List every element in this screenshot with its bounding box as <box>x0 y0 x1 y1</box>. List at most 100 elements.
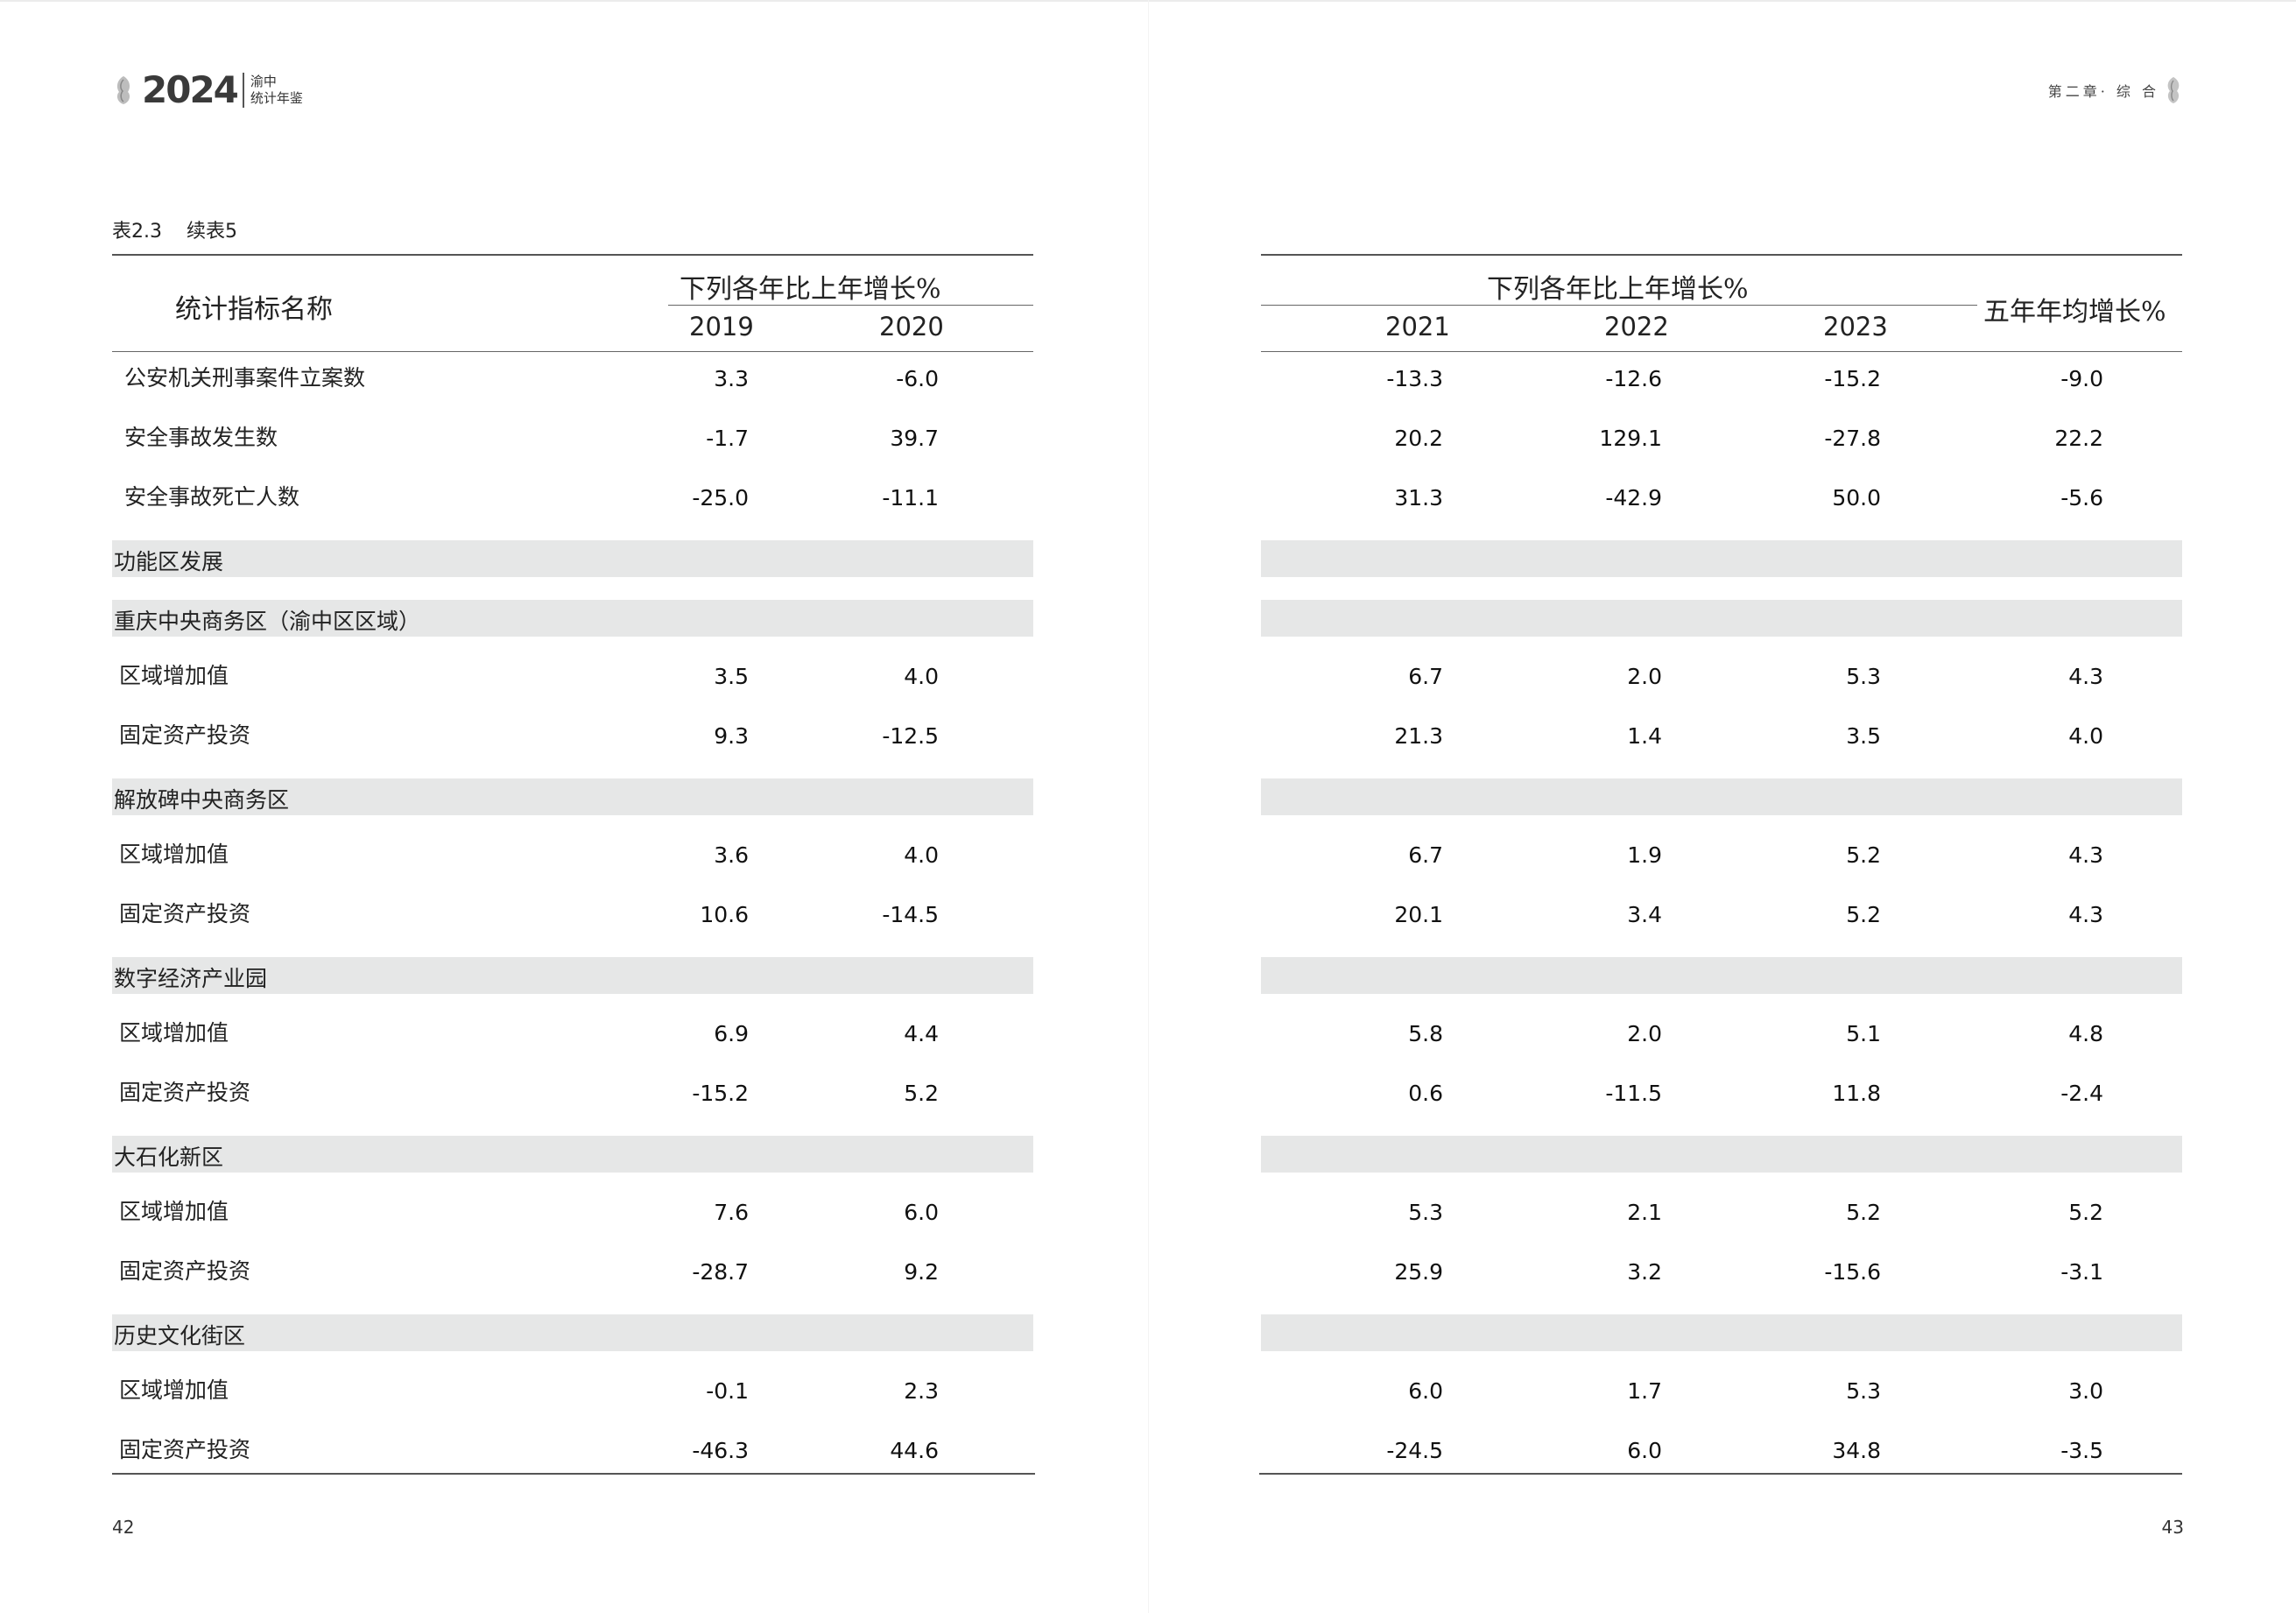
group-band-right <box>1261 778 2182 815</box>
group-heading: 历史文化街区 <box>114 1323 246 1349</box>
value-v2022: 3.2 <box>1627 1259 1662 1285</box>
value-v2019: 3.5 <box>714 664 749 689</box>
table-caption: 表2.3 续表5 <box>112 215 237 243</box>
yearbook-emblem-icon <box>116 76 130 104</box>
left-header-bottom-rule <box>112 351 1033 352</box>
right-growth-group-header: 下列各年比上年增长% <box>1487 274 1749 305</box>
value-v2022: -11.5 <box>1605 1081 1662 1106</box>
value-v2023: -15.6 <box>1824 1259 1881 1285</box>
row-label: 固定资产投资 <box>119 1437 251 1462</box>
value-avg: 4.3 <box>2068 842 2103 868</box>
value-v2021: 6.7 <box>1408 664 1443 689</box>
value-v2023: 34.8 <box>1832 1438 1881 1463</box>
value-v2023: 3.5 <box>1846 723 1881 749</box>
value-v2021: 31.3 <box>1394 485 1443 511</box>
group-heading: 数字经济产业园 <box>114 966 268 991</box>
value-v2021: -24.5 <box>1386 1438 1443 1463</box>
table-continued-label: 续表5 <box>187 221 237 243</box>
year-header-2021: 2021 <box>1385 312 1450 342</box>
value-v2023: -15.2 <box>1824 366 1881 391</box>
row-label: 固定资产投资 <box>119 901 251 926</box>
row-label: 区域增加值 <box>119 1020 229 1046</box>
group-band-right <box>1261 600 2182 637</box>
row-label: 区域增加值 <box>119 663 229 688</box>
value-v2019: -15.2 <box>692 1081 749 1106</box>
value-v2023: 5.1 <box>1846 1021 1881 1046</box>
yearbook-name-line2: 统计年鉴 <box>250 90 303 106</box>
value-v2022: 2.1 <box>1627 1200 1662 1225</box>
row-label: 公安机关刑事案件立案数 <box>124 365 366 391</box>
value-v2019: 10.6 <box>700 902 749 927</box>
value-v2022: 129.1 <box>1599 426 1662 451</box>
group-band-left <box>112 1314 1033 1351</box>
value-v2023: 5.2 <box>1846 842 1881 868</box>
group-heading: 大石化新区 <box>114 1145 224 1170</box>
value-v2020: 5.2 <box>904 1081 939 1106</box>
header-separator <box>242 73 244 108</box>
table-number: 表2.3 <box>112 221 162 243</box>
group-band-left <box>112 957 1033 994</box>
value-v2023: 11.8 <box>1832 1081 1881 1106</box>
value-v2023: -27.8 <box>1824 426 1881 451</box>
value-avg: -5.6 <box>2060 485 2103 511</box>
year-header-2020: 2020 <box>879 312 944 342</box>
yearbook-name: 渝中 统计年鉴 <box>250 74 303 107</box>
row-label: 区域增加值 <box>119 842 229 867</box>
group-band-left <box>112 1136 1033 1173</box>
value-avg: 5.2 <box>2068 1200 2103 1225</box>
value-v2021: 6.7 <box>1408 842 1443 868</box>
value-v2022: 1.4 <box>1627 723 1662 749</box>
page-number-right: 43 <box>2161 1517 2184 1538</box>
value-v2022: 1.9 <box>1627 842 1662 868</box>
value-v2021: 25.9 <box>1394 1259 1443 1285</box>
group-band-right <box>1261 1314 2182 1351</box>
value-v2019: 3.6 <box>714 842 749 868</box>
value-v2020: 39.7 <box>890 426 939 451</box>
left-growth-group-header: 下列各年比上年增长% <box>680 274 941 305</box>
value-v2020: -6.0 <box>896 366 939 391</box>
value-avg: 3.0 <box>2068 1378 2103 1404</box>
year-header-2022: 2022 <box>1604 312 1669 342</box>
value-v2023: 5.3 <box>1846 664 1881 689</box>
yearbook-year: 2024 <box>142 68 239 111</box>
value-v2022: -12.6 <box>1605 366 1662 391</box>
value-v2019: 9.3 <box>714 723 749 749</box>
value-v2021: 20.2 <box>1394 426 1443 451</box>
chapter-emblem-icon <box>2167 77 2180 103</box>
value-v2020: 2.3 <box>904 1378 939 1404</box>
value-v2019: 3.3 <box>714 366 749 391</box>
spread-gutter <box>1148 0 1149 1613</box>
value-v2022: 2.0 <box>1627 664 1662 689</box>
value-v2020: -12.5 <box>882 723 939 749</box>
value-v2019: 6.9 <box>714 1021 749 1046</box>
year-header-2023: 2023 <box>1823 312 1888 342</box>
value-v2023: 5.2 <box>1846 902 1881 927</box>
row-label: 固定资产投资 <box>119 1080 251 1105</box>
row-label: 安全事故死亡人数 <box>124 484 300 510</box>
value-avg: 22.2 <box>2054 426 2103 451</box>
value-v2023: 50.0 <box>1832 485 1881 511</box>
group-band-left <box>112 778 1033 815</box>
value-v2022: 2.0 <box>1627 1021 1662 1046</box>
value-v2019: -46.3 <box>692 1438 749 1463</box>
group-heading: 解放碑中央商务区 <box>114 787 290 813</box>
group-band-right <box>1261 540 2182 577</box>
value-avg: -3.1 <box>2060 1259 2103 1285</box>
value-v2021: 5.3 <box>1408 1200 1443 1225</box>
group-heading: 功能区发展 <box>114 549 224 574</box>
value-v2020: -14.5 <box>882 902 939 927</box>
group-heading: 重庆中央商务区（渝中区区域） <box>114 609 421 634</box>
value-avg: 4.3 <box>2068 902 2103 927</box>
value-v2021: 6.0 <box>1408 1378 1443 1404</box>
value-v2022: 6.0 <box>1627 1438 1662 1463</box>
value-v2023: 5.2 <box>1846 1200 1881 1225</box>
right-group-header-rule <box>1261 305 1977 306</box>
chapter-header: 第二章· 综 合 <box>2048 75 2184 105</box>
value-v2023: 5.3 <box>1846 1378 1881 1404</box>
value-v2020: 9.2 <box>904 1259 939 1285</box>
chapter-title: 第二章· 综 合 <box>2047 83 2159 100</box>
year-header-2019: 2019 <box>689 312 754 342</box>
value-v2022: 1.7 <box>1627 1378 1662 1404</box>
value-v2022: 3.4 <box>1627 902 1662 927</box>
right-table-bottom-rule <box>1259 1473 2182 1475</box>
